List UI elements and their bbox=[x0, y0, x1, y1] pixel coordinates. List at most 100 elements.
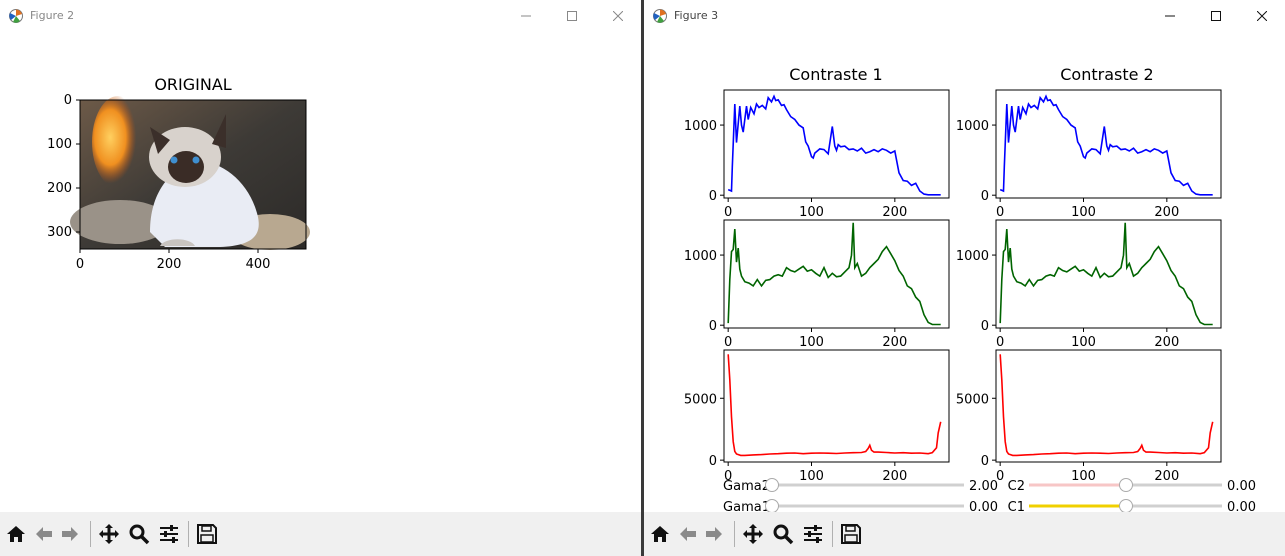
zoom-button[interactable] bbox=[771, 522, 795, 546]
save-button[interactable] bbox=[839, 522, 863, 546]
xtick-label: 0 bbox=[724, 205, 732, 220]
slider-handle[interactable] bbox=[765, 499, 779, 513]
matplotlib-app-icon bbox=[653, 9, 667, 23]
xtick-label: 200 bbox=[1154, 335, 1179, 350]
x-ticks: 0 200 400 bbox=[76, 249, 270, 272]
pan-button[interactable] bbox=[97, 522, 121, 546]
xtick-label: 200 bbox=[1154, 469, 1179, 484]
maximize-button[interactable] bbox=[549, 0, 595, 32]
maximize-button[interactable] bbox=[1193, 0, 1239, 32]
home-button[interactable] bbox=[648, 522, 672, 546]
xtick-label: 100 bbox=[799, 205, 824, 220]
ytick-label: 5000 bbox=[684, 392, 717, 407]
axes-frame bbox=[723, 219, 950, 329]
axes-title: ORIGINAL bbox=[154, 75, 231, 94]
histogram-subplot: 0 100 200 0 1000 bbox=[684, 219, 950, 350]
minimize-button[interactable] bbox=[503, 0, 549, 32]
minimize-icon bbox=[1165, 15, 1175, 17]
histogram-subplot: 0 100 200 0 5000 bbox=[684, 349, 950, 484]
ytick-label: 0 bbox=[709, 454, 717, 469]
axes-frame bbox=[995, 89, 1222, 199]
forward-button[interactable] bbox=[58, 522, 82, 546]
close-icon bbox=[1257, 11, 1267, 21]
xtick-label: 0 bbox=[76, 257, 84, 272]
xtick-label: 0 bbox=[996, 205, 1004, 220]
slider-c2[interactable]: C2 0.00 bbox=[1008, 478, 1256, 495]
arrow-right-icon bbox=[706, 527, 722, 541]
ytick-label: 100 bbox=[47, 137, 72, 152]
slider-label: Gama1 bbox=[723, 500, 770, 512]
figure2-toolbar bbox=[0, 512, 641, 556]
floppy-disk-icon bbox=[841, 524, 861, 544]
xtick-label: 100 bbox=[1071, 205, 1096, 220]
slider-gama1[interactable]: Gama1 0.00 bbox=[723, 499, 998, 513]
xtick-label: 200 bbox=[157, 257, 182, 272]
minimize-icon bbox=[521, 15, 531, 17]
slider-value: 0.00 bbox=[969, 500, 998, 512]
toolbar-separator bbox=[832, 521, 833, 547]
close-button[interactable] bbox=[1239, 0, 1285, 32]
axes-frame bbox=[995, 219, 1222, 329]
back-button[interactable] bbox=[676, 522, 700, 546]
ytick-label: 5000 bbox=[956, 392, 989, 407]
ytick-label: 0 bbox=[709, 319, 717, 334]
image-axes-frame bbox=[79, 99, 307, 250]
ytick-label: 1000 bbox=[956, 249, 989, 264]
maximize-icon bbox=[1211, 11, 1221, 21]
ytick-label: 1000 bbox=[956, 119, 989, 134]
ytick-label: 0 bbox=[64, 93, 72, 108]
ytick-label: 0 bbox=[709, 189, 717, 204]
pan-button[interactable] bbox=[741, 522, 765, 546]
slider-label: C2 bbox=[1008, 479, 1025, 494]
slider-label: C1 bbox=[1008, 500, 1025, 512]
xtick-label: 100 bbox=[1071, 335, 1096, 350]
zoom-button[interactable] bbox=[127, 522, 151, 546]
configure-subplots-button[interactable] bbox=[157, 522, 181, 546]
window-divider bbox=[641, 0, 644, 556]
axes-frame bbox=[723, 349, 950, 463]
back-button[interactable] bbox=[32, 522, 56, 546]
histogram-line bbox=[727, 222, 941, 326]
arrow-right-icon bbox=[62, 527, 78, 541]
xtick-label: 100 bbox=[1071, 469, 1096, 484]
sliders-icon bbox=[804, 525, 822, 543]
slider-c1[interactable]: C1 0.00 bbox=[1008, 499, 1256, 513]
histogram-subplot: 0 100 200 0 1000 bbox=[956, 219, 1222, 350]
y-ticks: 0 100 200 300 bbox=[47, 93, 80, 240]
save-button[interactable] bbox=[195, 522, 219, 546]
slider-handle[interactable] bbox=[1119, 478, 1133, 492]
axes-frame bbox=[723, 89, 950, 199]
home-button[interactable] bbox=[4, 522, 28, 546]
slider-handle[interactable] bbox=[1119, 499, 1133, 513]
configure-subplots-button[interactable] bbox=[801, 522, 825, 546]
xtick-label: 0 bbox=[996, 335, 1004, 350]
move-icon bbox=[99, 524, 119, 544]
xtick-label: 0 bbox=[996, 469, 1004, 484]
xtick-label: 200 bbox=[882, 205, 907, 220]
ytick-label: 0 bbox=[981, 319, 989, 334]
close-button[interactable] bbox=[595, 0, 641, 32]
move-icon bbox=[743, 524, 763, 544]
ytick-label: 0 bbox=[981, 454, 989, 469]
figure2-titlebar[interactable]: Figure 2 bbox=[0, 0, 641, 32]
arrow-left-icon bbox=[680, 527, 696, 541]
ytick-label: 1000 bbox=[684, 119, 717, 134]
home-icon bbox=[651, 526, 669, 542]
slider-gama2[interactable]: Gama2 2.00 bbox=[723, 478, 998, 495]
figure3-titlebar[interactable]: Figure 3 bbox=[644, 0, 1285, 32]
magnifier-icon bbox=[773, 524, 794, 545]
minimize-button[interactable] bbox=[1147, 0, 1193, 32]
home-icon bbox=[7, 526, 25, 542]
ytick-label: 200 bbox=[47, 181, 72, 196]
toolbar-separator bbox=[90, 521, 91, 547]
figure2-canvas[interactable]: ORIGINAL 0 100 200 300 bbox=[0, 32, 641, 512]
forward-button[interactable] bbox=[702, 522, 726, 546]
matplotlib-app-icon bbox=[9, 9, 23, 23]
xtick-label: 200 bbox=[882, 469, 907, 484]
cat-image bbox=[70, 96, 310, 250]
toolbar-separator bbox=[188, 521, 189, 547]
histogram-line bbox=[727, 354, 942, 457]
slider-handle[interactable] bbox=[765, 478, 779, 492]
histogram-subplot: 0 100 200 0 1000 bbox=[684, 89, 950, 220]
